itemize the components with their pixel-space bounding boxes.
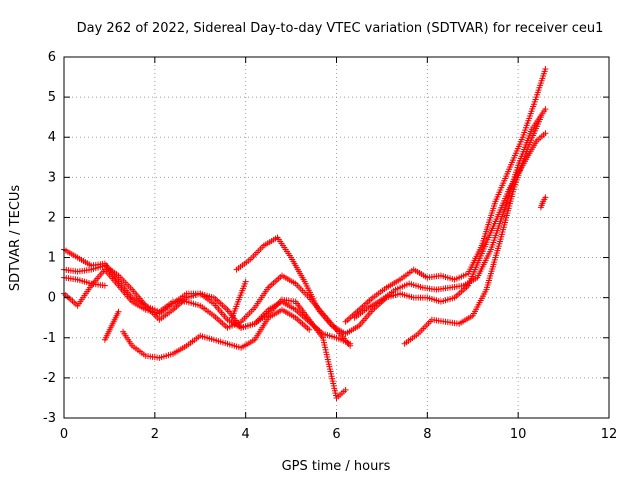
data-point [542, 66, 549, 73]
series-track-k [401, 114, 544, 347]
data-point [537, 114, 544, 121]
x-tick-label: 6 [332, 427, 340, 442]
x-ticks: 0 2 4 6 8 10 12 [60, 57, 617, 442]
data-point [115, 308, 122, 315]
data-point [347, 340, 354, 347]
data-point [242, 278, 249, 285]
y-tick-label: -3 [43, 411, 56, 426]
series-track-f [120, 306, 313, 361]
x-tick-label: 12 [601, 427, 618, 442]
y-axis-label: SDTVAR / TECUs [8, 185, 23, 292]
y-tick-label: 2 [48, 210, 56, 225]
x-axis-label: GPS time / hours [282, 459, 391, 474]
series-track-e [101, 308, 122, 343]
x-tick-label: 8 [423, 427, 431, 442]
x-tick-label: 0 [60, 427, 68, 442]
y-tick-label: -1 [43, 331, 56, 346]
series-track-c [61, 266, 349, 401]
y-tick-label: 6 [48, 50, 56, 65]
y-tick-label: 0 [48, 291, 56, 306]
y-tick-label: -2 [43, 371, 56, 386]
grid-lines [64, 57, 609, 418]
series-track-i [342, 66, 549, 325]
data-point [542, 130, 549, 137]
data-point [306, 326, 313, 333]
y-tick-label: 1 [48, 251, 56, 266]
chart-title: Day 262 of 2022, Sidereal Day-to-day VTE… [77, 21, 604, 36]
series-track-g [229, 278, 249, 321]
x-tick-label: 2 [151, 427, 159, 442]
series-track-d [61, 274, 108, 289]
data-point [542, 194, 549, 201]
data-point [542, 106, 549, 113]
y-tick-label: 5 [48, 90, 56, 105]
y-tick-label: 3 [48, 170, 56, 185]
plot-points [61, 66, 549, 401]
y-tick-label: 4 [48, 130, 56, 145]
series-track-l [537, 194, 549, 211]
data-point [342, 386, 349, 393]
x-tick-label: 10 [510, 427, 527, 442]
x-tick-label: 4 [242, 427, 250, 442]
y-ticks: -3 -2 -1 0 1 2 3 4 5 6 [43, 50, 609, 426]
data-point [101, 282, 108, 289]
series-track-h [233, 130, 549, 337]
series-track-j [351, 106, 549, 321]
